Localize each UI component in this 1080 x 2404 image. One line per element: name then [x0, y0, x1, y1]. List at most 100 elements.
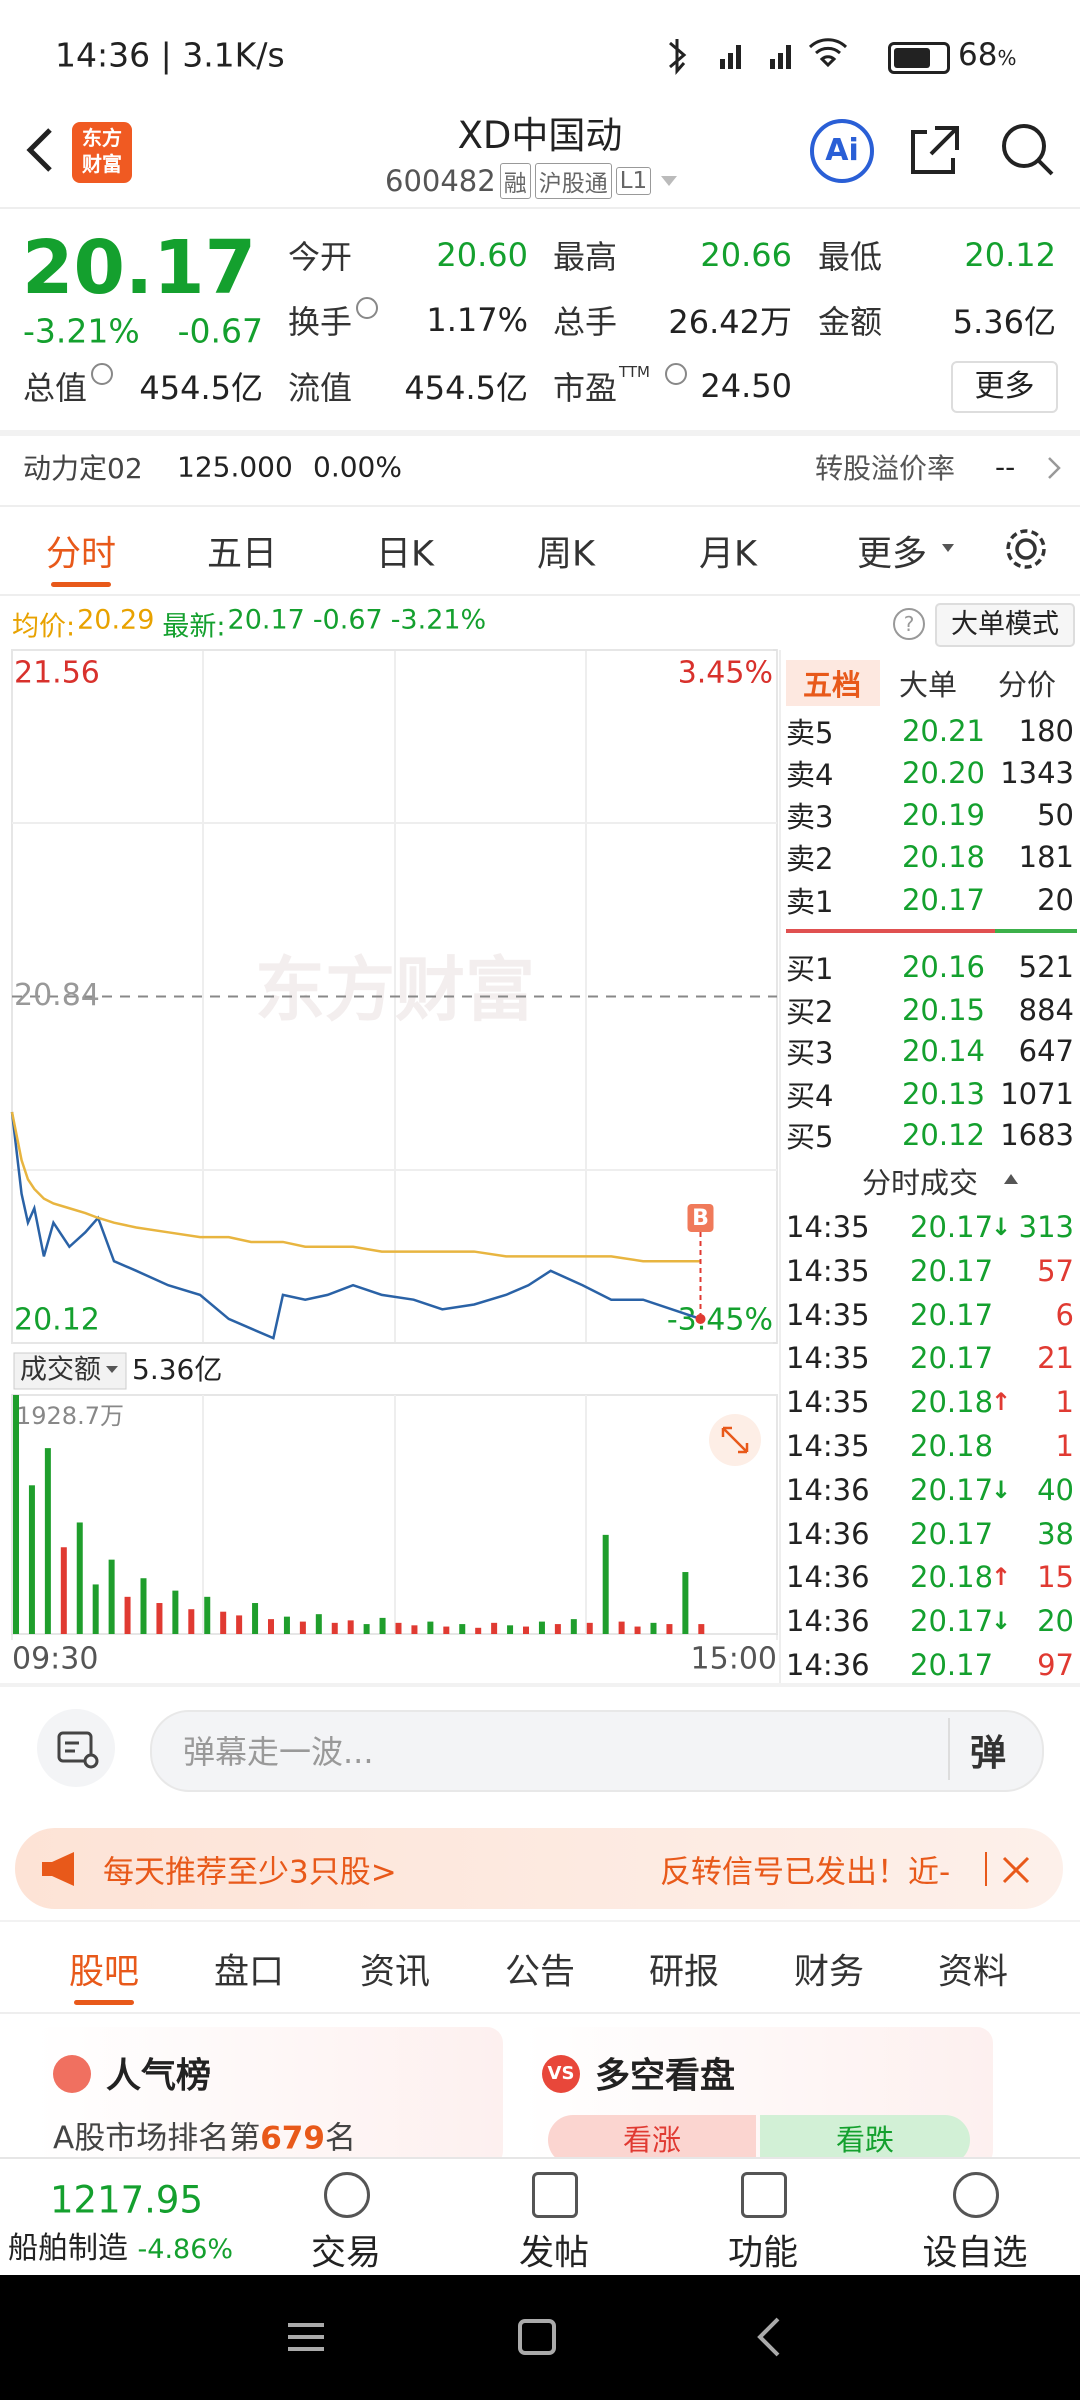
dropdown-caret [106, 1366, 118, 1373]
tab[interactable]: 月K [699, 534, 757, 575]
banner[interactable] [15, 1828, 1063, 1909]
share-button[interactable] [905, 120, 965, 180]
change-pct: -3.21% [23, 311, 140, 351]
volume-bar [459, 1624, 466, 1634]
nav-item[interactable]: 设自选 [922, 2233, 1028, 2274]
trade-volume: 40 [1037, 1472, 1074, 1507]
tab[interactable]: 五日 [206, 534, 277, 575]
tab[interactable]: 分时 [45, 534, 116, 575]
comment-input[interactable] [150, 1710, 1044, 1792]
trade-direction: ↓ [991, 1213, 1012, 1241]
sector-line[interactable]: 船舶制造 -4.86% [8, 2223, 233, 2267]
volume-bar [570, 1619, 577, 1634]
convert-pct: 0.00% [313, 450, 402, 484]
mode-button[interactable]: 大单模式 [935, 603, 1075, 647]
section-tab[interactable]: 股吧 [68, 1952, 139, 1993]
banner-right[interactable]: 反转信号已发出！近- [660, 1854, 951, 1891]
section-tab[interactable]: 资讯 [359, 1952, 430, 1993]
trade-direction: ↑ [991, 1563, 1012, 1592]
y2-tick-label: 3.45% [678, 656, 773, 691]
avg-value: 20.29 [77, 604, 155, 636]
volume-bar [268, 1619, 274, 1634]
rank-title: 人气榜 [106, 2056, 212, 2097]
volume-bar [411, 1625, 418, 1634]
nav-item[interactable]: 交易 [310, 2233, 381, 2274]
back-button[interactable] [20, 125, 60, 175]
rank-card[interactable] [34, 2027, 503, 2167]
volume-bar [491, 1622, 498, 1634]
trade-direction: ↑ [991, 1388, 1012, 1417]
trade-time: 14:36 [786, 1472, 870, 1507]
price: 20.17 [22, 225, 257, 311]
stat-label: 最高 [553, 238, 618, 276]
y2-tick-label: -3.45% [667, 1303, 773, 1338]
nav-item[interactable]: 发帖 [518, 2233, 589, 2274]
book-label: 买4 [786, 1079, 834, 1113]
vote-up[interactable]: 看涨 [548, 2115, 756, 2165]
banner-left[interactable]: 每天推荐至少3只股> [103, 1854, 397, 1891]
ai-button[interactable]: Ai [810, 119, 874, 183]
volume-bar [124, 1596, 131, 1634]
trade-time: 14:36 [786, 1560, 870, 1595]
danmaku-settings[interactable] [37, 1709, 115, 1787]
code-row: 600482 融沪股通 L1 [385, 163, 678, 199]
stat-label: 最低 [818, 238, 883, 276]
close-button[interactable] [1000, 1854, 1032, 1886]
index-value[interactable]: 1217.95 [50, 2178, 204, 2222]
book-price: 20.20 [901, 756, 985, 790]
latest-label: 最新: [162, 611, 226, 643]
tab[interactable]: 周K [537, 534, 595, 575]
book-tab-bg [786, 660, 880, 706]
volume-bar [666, 1624, 673, 1634]
book-price: 20.18 [901, 840, 985, 874]
book-label: 买3 [786, 1036, 834, 1070]
book-bar-ask [786, 929, 995, 933]
book-tab: 大单 [898, 668, 957, 702]
tab[interactable]: 日K [376, 534, 434, 575]
volume-selector[interactable] [13, 1352, 127, 1390]
trade-price: 20.17 [910, 1210, 994, 1244]
book-label: 卖2 [786, 842, 834, 876]
stock-code: 600482 [385, 164, 496, 198]
stat-value: 20.60 [436, 236, 528, 274]
trade-price: 20.17 [910, 1253, 994, 1288]
trade-volume: 97 [1037, 1648, 1074, 1682]
section-tab[interactable]: 公告 [504, 1952, 575, 1993]
book-volume: 647 [1018, 1034, 1074, 1068]
convert-price: 125.000 [177, 450, 293, 484]
nav-icon [953, 2172, 999, 2218]
tab[interactable]: 更多 [856, 534, 927, 575]
section-tab[interactable]: 盘口 [213, 1952, 284, 1993]
search-button[interactable] [998, 120, 1058, 180]
vote-down[interactable]: 看跌 [760, 2115, 970, 2165]
settings-button[interactable] [1002, 525, 1050, 573]
stat-value: 26.42万 [668, 303, 792, 341]
stat-label: 总值 [23, 369, 88, 407]
change: -0.67 [177, 311, 263, 351]
stat-label: 总手 [553, 303, 618, 341]
trade-time: 14:35 [786, 1429, 870, 1463]
section-tab[interactable]: 资料 [937, 1952, 1008, 1993]
battery-unit: % [997, 46, 1017, 70]
trades-title: 分时成交 [861, 1166, 978, 1200]
book-price: 20.14 [901, 1034, 985, 1068]
battery-level: 68% [958, 37, 1016, 73]
book-volume: 181 [1018, 840, 1074, 874]
nav-item[interactable]: 功能 [727, 2233, 798, 2274]
info-icon [91, 363, 113, 385]
trade-time: 14:35 [786, 1210, 870, 1244]
volume-bar [220, 1611, 227, 1634]
book-volume: 20 [1037, 883, 1074, 917]
premium-value: -- [995, 450, 1016, 484]
divider [0, 430, 1080, 436]
trade-time: 14:35 [786, 1341, 870, 1376]
section-tab[interactable]: 财务 [793, 1952, 864, 1993]
stat-label: 换手 [288, 303, 353, 341]
more-button[interactable]: 更多 [951, 361, 1058, 413]
danmaku-toggle[interactable]: 弹 [970, 1733, 1007, 1774]
book-price: 20.16 [901, 950, 985, 984]
y-tick-label: 21.56 [14, 656, 100, 691]
help-icon[interactable]: ? [893, 608, 925, 640]
section-tab[interactable]: 研报 [648, 1952, 719, 1993]
nav-icon [741, 2172, 787, 2218]
